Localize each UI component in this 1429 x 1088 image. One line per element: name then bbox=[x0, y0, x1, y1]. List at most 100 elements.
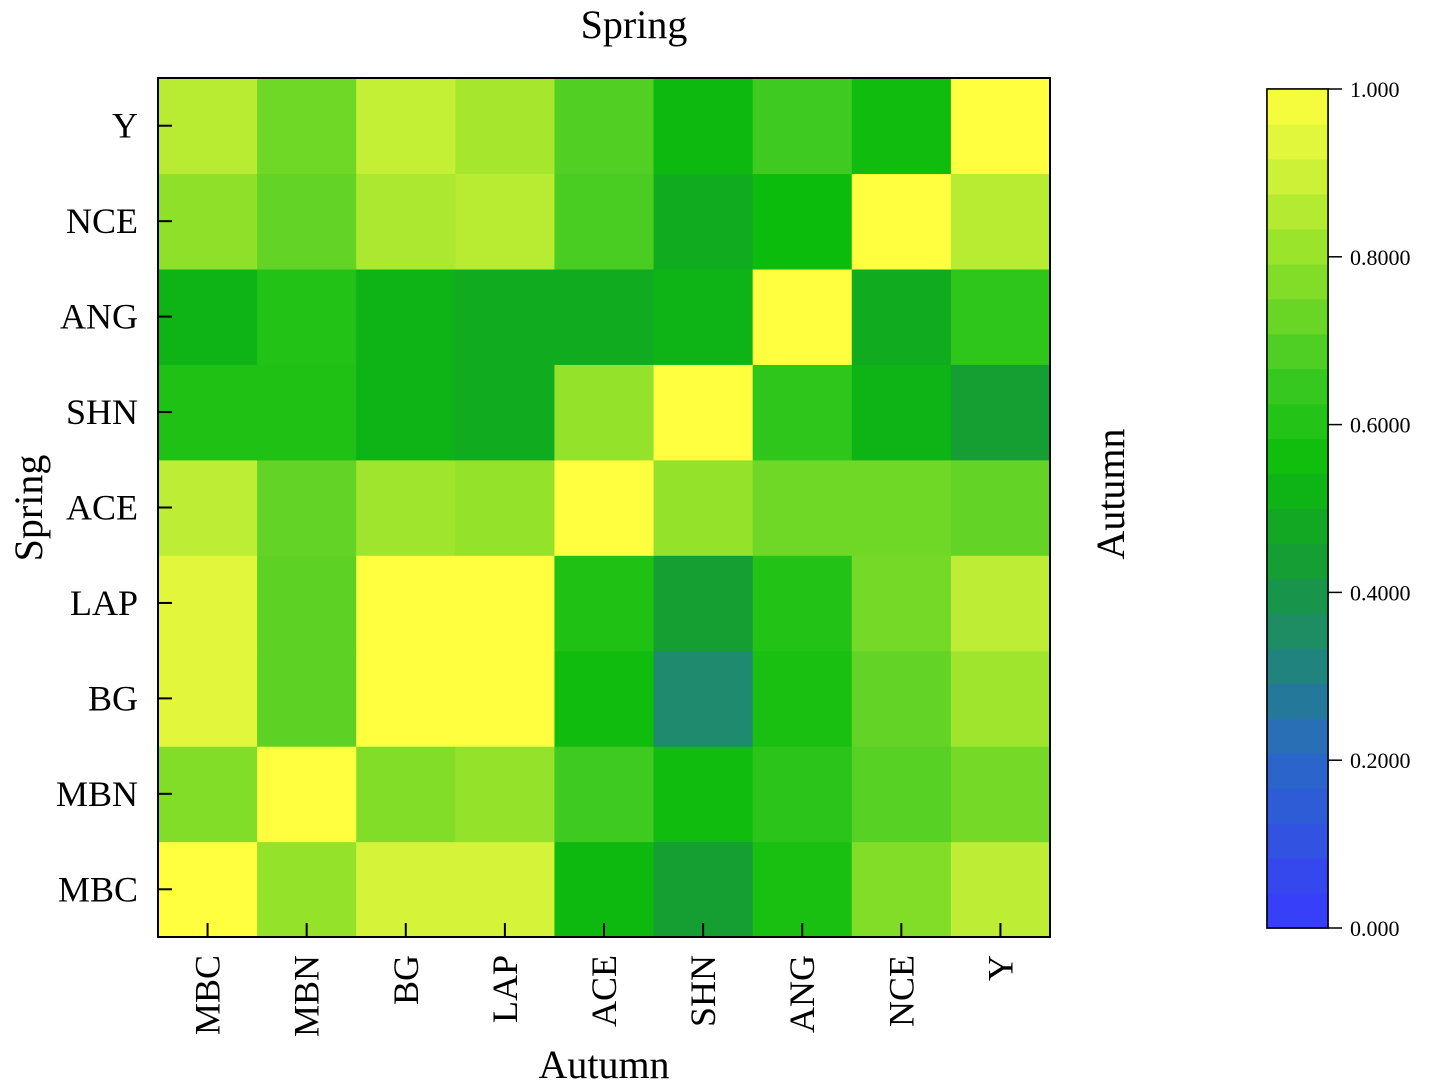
heatmap-cell-shn-mbc bbox=[158, 364, 258, 461]
heatmap-cell-nce-lap bbox=[455, 173, 556, 270]
heatmap-cell-mbn-shn bbox=[653, 746, 754, 843]
x-tick-label: SHN bbox=[683, 955, 723, 1027]
heatmap-cell-ang-ace bbox=[554, 268, 655, 365]
heatmap-cell-lap-ang bbox=[752, 555, 853, 652]
colorbar-band bbox=[1267, 403, 1328, 440]
colorbar-band bbox=[1267, 298, 1328, 335]
heatmap-cell-y-ace bbox=[554, 78, 655, 175]
heatmap-cell-nce-shn bbox=[653, 173, 754, 270]
y-tick-label: NCE bbox=[66, 201, 138, 241]
colorbar-band bbox=[1267, 543, 1328, 580]
heatmap-cell-mbc-y bbox=[950, 841, 1051, 938]
y-tick-label: MBC bbox=[58, 869, 138, 909]
heatmap-cell-bg-mbc bbox=[158, 650, 258, 747]
heatmap-cell-ang-y bbox=[950, 268, 1051, 365]
colorbar-tick-label: 0.4000 bbox=[1350, 580, 1411, 605]
heatmap-cell-ang-mbc bbox=[158, 268, 258, 365]
heatmap-cell-lap-shn bbox=[653, 555, 754, 652]
heatmap-cell-mbn-bg bbox=[356, 746, 456, 843]
heatmap-cell-mbn-lap bbox=[455, 746, 556, 843]
heatmap-cells bbox=[158, 78, 1051, 938]
colorbar-band bbox=[1267, 123, 1328, 160]
heatmap-cell-mbc-mbn bbox=[257, 841, 357, 938]
chart-title: Spring bbox=[581, 2, 688, 47]
heatmap-cell-y-nce bbox=[851, 78, 952, 175]
heatmap-cell-shn-lap bbox=[455, 364, 556, 461]
y-tick-label: Y bbox=[112, 106, 138, 146]
colorbar-band bbox=[1267, 753, 1328, 789]
colorbar-band bbox=[1267, 89, 1328, 125]
colorbar-tick-label: 0.8000 bbox=[1350, 245, 1411, 270]
heatmap-cell-shn-bg bbox=[356, 364, 456, 461]
colorbar-tick-label: 0.2000 bbox=[1350, 748, 1411, 773]
right-axis-title: Autumn bbox=[1088, 428, 1133, 559]
y-tick-label: MBN bbox=[56, 774, 138, 814]
colorbar-ticks: 1.000 0.8000 0.6000 0.4000 0.2000 0.000 bbox=[1328, 77, 1411, 941]
heatmap-cell-shn-mbn bbox=[257, 364, 357, 461]
heatmap-cell-shn-ace bbox=[554, 364, 655, 461]
x-tick-label: Y bbox=[980, 955, 1020, 981]
colorbar-band bbox=[1267, 788, 1328, 824]
y-tick-label: LAP bbox=[70, 583, 138, 623]
colorbar-band bbox=[1267, 858, 1328, 894]
heatmap-cell-nce-mbn bbox=[257, 173, 357, 270]
heatmap-cell-nce-ang bbox=[752, 173, 853, 270]
y-tick-label: BG bbox=[88, 678, 138, 718]
colorbar-border bbox=[1266, 88, 1329, 929]
heatmap-cell-ace-ace bbox=[554, 459, 655, 556]
x-axis: MBC MBN BG LAP ACE SHN ANG NCE Y bbox=[188, 923, 1020, 1037]
heatmap-cell-nce-mbc bbox=[158, 173, 258, 270]
heatmap-cell-shn-y bbox=[950, 364, 1051, 461]
colorbar-band bbox=[1267, 193, 1328, 230]
colorbar-steps bbox=[1266, 88, 1329, 929]
heatmap-cell-shn-shn bbox=[653, 364, 754, 461]
heatmap-cell-ang-nce bbox=[851, 268, 952, 365]
heatmap-cell-bg-y bbox=[950, 650, 1051, 747]
heatmap-cell-ang-ang bbox=[752, 268, 853, 365]
heatmap-cell-mbc-lap bbox=[455, 841, 556, 938]
heatmap-cell-shn-ang bbox=[752, 364, 853, 461]
heatmap-cell-mbc-ang bbox=[752, 841, 853, 938]
heatmap-cell-ace-ang bbox=[752, 459, 853, 556]
heatmap-cell-ace-mbc bbox=[158, 459, 258, 556]
heatmap-cell-y-ang bbox=[752, 78, 853, 175]
colorbar-band bbox=[1267, 683, 1328, 719]
y-axis: MBC MBN BG LAP ACE SHN ANG NCE Y bbox=[56, 106, 172, 909]
heatmap-cell-mbc-shn bbox=[653, 841, 754, 938]
colorbar-band bbox=[1267, 158, 1328, 195]
y-tick-label: ACE bbox=[66, 488, 138, 528]
heatmap-cell-ace-lap bbox=[455, 459, 556, 556]
colorbar-band bbox=[1267, 508, 1328, 545]
heatmap-cell-mbn-y bbox=[950, 746, 1051, 843]
heatmap-cell-y-lap bbox=[455, 78, 556, 175]
colorbar-band bbox=[1267, 613, 1328, 649]
heatmap-cell-ace-y bbox=[950, 459, 1051, 556]
heatmap-cell-bg-lap bbox=[455, 650, 556, 747]
heatmap-cell-bg-mbn bbox=[257, 650, 357, 747]
y-tick-label: SHN bbox=[66, 392, 138, 432]
heatmap-cell-lap-mbn bbox=[257, 555, 357, 652]
heatmap-cell-y-mbc bbox=[158, 78, 258, 175]
heatmap-cell-y-y bbox=[950, 78, 1051, 175]
colorbar-band bbox=[1267, 718, 1328, 754]
heatmap-cell-ace-mbn bbox=[257, 459, 357, 556]
heatmap-cell-bg-bg bbox=[356, 650, 456, 747]
heatmap-cell-ace-nce bbox=[851, 459, 952, 556]
heatmap-cell-lap-bg bbox=[356, 555, 456, 652]
heatmap-cell-bg-nce bbox=[851, 650, 952, 747]
heatmap-cell-mbn-mbn bbox=[257, 746, 357, 843]
heatmap-cell-shn-nce bbox=[851, 364, 952, 461]
x-tick-label: NCE bbox=[881, 955, 921, 1027]
colorbar-tick-label: 0.000 bbox=[1350, 916, 1400, 941]
heatmap-cell-mbc-nce bbox=[851, 841, 952, 938]
colorbar-band bbox=[1267, 228, 1328, 265]
heatmap-cell-y-mbn bbox=[257, 78, 357, 175]
heatmap-cell-mbn-ang bbox=[752, 746, 853, 843]
colorbar-band bbox=[1267, 368, 1328, 405]
heatmap-cell-lap-mbc bbox=[158, 555, 258, 652]
heatmap-cell-bg-ang bbox=[752, 650, 853, 747]
heatmap-cell-nce-bg bbox=[356, 173, 456, 270]
heatmap-cell-lap-nce bbox=[851, 555, 952, 652]
heatmap-cell-ang-mbn bbox=[257, 268, 357, 365]
heatmap-cell-mbn-nce bbox=[851, 746, 952, 843]
